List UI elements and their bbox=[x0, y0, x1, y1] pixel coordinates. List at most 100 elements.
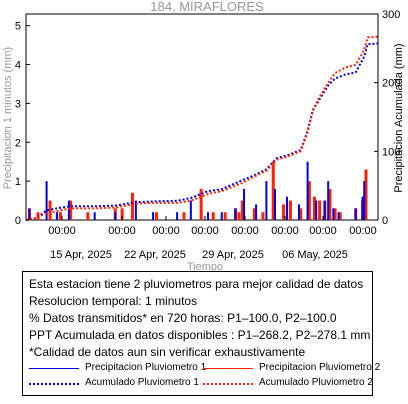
y-left-tick-label-1: 1 bbox=[15, 176, 21, 188]
bar-p2-10 bbox=[182, 212, 186, 220]
y-axis-right-label: Precipitacion Acumulada (mm) bbox=[393, 43, 405, 192]
legend-line-p2-precip bbox=[203, 368, 253, 369]
legend-line-p1-acum bbox=[29, 383, 79, 385]
bars-layer bbox=[27, 161, 368, 220]
x-tick-label-time-4: 00:00 bbox=[231, 225, 259, 237]
bar-p2-17 bbox=[252, 208, 256, 220]
y-left-tick-label-2: 2 bbox=[15, 137, 21, 149]
x-tick-label-time-3: 00:00 bbox=[191, 225, 219, 237]
x-tick-label-date-1: 22 Apr, 2025 bbox=[124, 249, 186, 261]
bar-p1-18 bbox=[298, 204, 301, 220]
bar-p1-20 bbox=[315, 200, 318, 220]
bar-p1-8 bbox=[176, 212, 179, 220]
bar-p1-19 bbox=[306, 161, 309, 220]
y-axis-left-label: Precipitacion 1 minutos (mm) bbox=[2, 47, 14, 189]
bar-p1-27 bbox=[363, 181, 366, 220]
legend-label-p2-precip: Precipitacion Pluviometro 2 bbox=[259, 362, 381, 373]
bar-p2-29 bbox=[338, 212, 342, 220]
info-line-1: Esta estacion tiene 2 pluviometros para … bbox=[29, 277, 364, 291]
bar-p2-3 bbox=[58, 212, 62, 220]
info-line-4: PPT Acumulada en datos disponibles : P1–… bbox=[29, 328, 371, 342]
ticks-layer: 0 1 2 3 4 5 0 100 200 300 00:00 00:00 00:00 00:00 00:0… bbox=[15, 9, 400, 261]
bar-p2-15 bbox=[237, 212, 241, 220]
bar-p2-28 bbox=[333, 208, 337, 220]
x-tick-label-date-0: 15 Apr, 2025 bbox=[50, 249, 112, 261]
x-tick-label-time-6: 00:00 bbox=[309, 225, 337, 237]
bar-p2-4 bbox=[69, 200, 73, 220]
x-tick-label-date-2: 29 Apr, 2025 bbox=[202, 249, 264, 261]
bar-p1-5 bbox=[114, 212, 117, 220]
y-left-tick-label-0: 0 bbox=[15, 215, 21, 227]
bar-p1-17 bbox=[286, 196, 288, 220]
info-line-2: Resolucion temporal: 1 minutos bbox=[29, 294, 198, 308]
bar-p2-16 bbox=[240, 200, 244, 220]
x-tick-label-time-1: 00:00 bbox=[108, 225, 136, 237]
bar-p2-8 bbox=[130, 192, 134, 220]
bar-p1-0 bbox=[28, 208, 31, 220]
bar-p1-13 bbox=[243, 188, 246, 220]
bar-p1-7 bbox=[152, 212, 155, 220]
bar-p1-9 bbox=[189, 200, 192, 220]
x-tick-label-time-2: 00:00 bbox=[152, 225, 180, 237]
y-left-tick-label-4: 4 bbox=[15, 60, 21, 72]
bar-p1-21 bbox=[323, 200, 326, 220]
legend-label-p2-acum: Acumulado Pluviometro 2 bbox=[259, 377, 373, 388]
y-right-tick-label-2: 200 bbox=[382, 78, 400, 90]
y-left-tick-label-5: 5 bbox=[15, 21, 21, 33]
bar-p1-12 bbox=[234, 208, 237, 220]
bar-p2-12 bbox=[211, 212, 215, 220]
bar-p1-1 bbox=[45, 181, 48, 220]
bar-p2-23 bbox=[307, 181, 311, 220]
y-left-tick-label-3: 3 bbox=[15, 98, 21, 110]
bar-p2-21 bbox=[288, 200, 292, 220]
bar-p2-20 bbox=[282, 204, 286, 220]
info-line-3: % Datos transmitidos* en 720 horas: P1–1… bbox=[29, 311, 337, 325]
bar-p1-26 bbox=[361, 196, 364, 220]
bar-p1-2 bbox=[55, 212, 58, 220]
x-tick-label-time-5: 00:00 bbox=[271, 225, 299, 237]
bar-p2-2 bbox=[48, 200, 52, 220]
x-tick-label-time-7: 00:00 bbox=[349, 225, 377, 237]
info-box: Esta estacion tiene 2 pluviometros para … bbox=[22, 271, 380, 396]
chart-title: 184. MIRAFLORES bbox=[150, 0, 264, 14]
y-right-tick-label-1: 100 bbox=[382, 146, 400, 158]
bar-p1-16 bbox=[273, 188, 276, 220]
cumulative-line-p1 bbox=[25, 42, 379, 221]
bar-p2-27 bbox=[328, 188, 332, 220]
bar-p2-19 bbox=[271, 161, 275, 220]
legend-line-p1-precip bbox=[29, 368, 79, 369]
bar-p2-9 bbox=[155, 212, 158, 220]
legend-label-p1-acum: Acumulado Pluviometro 1 bbox=[85, 377, 199, 388]
bar-p2-32 bbox=[364, 169, 368, 220]
bar-p1-4 bbox=[93, 212, 96, 220]
bar-p1-11 bbox=[220, 212, 223, 220]
info-line-5: *Calidad de datos aun sin verificar exha… bbox=[29, 345, 306, 359]
bar-p1-24 bbox=[337, 212, 340, 220]
cumulative-line-p2 bbox=[25, 35, 379, 221]
bar-p1-23 bbox=[332, 208, 335, 220]
bar-p1-22 bbox=[327, 181, 330, 220]
y-right-tick-label-0: 0 bbox=[382, 215, 388, 227]
x-tick-label-time-0: 00:00 bbox=[48, 225, 76, 237]
bar-p1-14 bbox=[255, 204, 258, 220]
bar-p2-7 bbox=[120, 208, 124, 220]
lines-layer bbox=[25, 35, 379, 221]
bar-p1-15 bbox=[265, 181, 268, 220]
bar-p2-13 bbox=[223, 212, 227, 220]
bar-p1-3 bbox=[67, 200, 70, 220]
y-right-tick-label-3: 300 bbox=[382, 9, 400, 21]
x-axis-label: Tiempo bbox=[187, 261, 223, 273]
bar-p2-11 bbox=[199, 188, 203, 220]
bar-p1-25 bbox=[354, 208, 357, 220]
bar-p2-5 bbox=[86, 212, 90, 220]
legend-label-p1-precip: Precipitacion Pluviometro 1 bbox=[85, 362, 207, 373]
bar-p1-10 bbox=[207, 212, 210, 220]
bar-p2-24 bbox=[312, 196, 316, 220]
x-tick-label-date-3: 06 May, 2025 bbox=[282, 249, 348, 261]
bar-p2-25 bbox=[318, 200, 322, 220]
bar-p2-18 bbox=[261, 212, 265, 220]
bar-p1-6 bbox=[134, 200, 137, 220]
legend-line-p2-acum bbox=[203, 383, 253, 385]
bar-p2-22 bbox=[299, 208, 303, 220]
